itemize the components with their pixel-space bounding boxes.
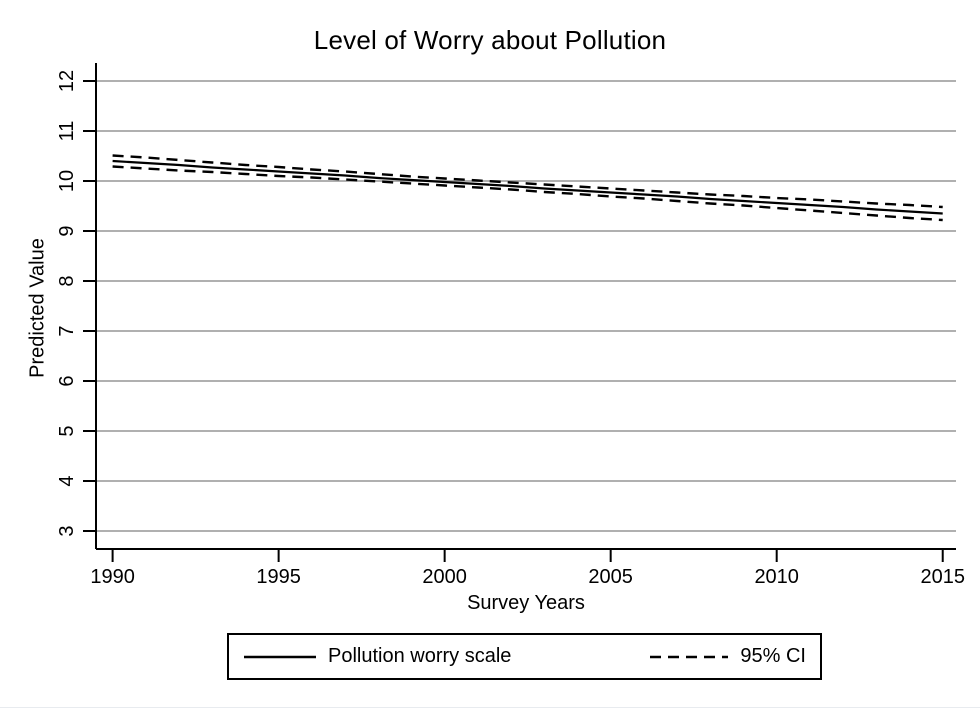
x-axis-label: Survey Years — [467, 592, 585, 614]
y-tick-label: 7 — [56, 325, 78, 336]
bottom-divider — [0, 707, 980, 708]
x-tick-label: 1990 — [90, 566, 135, 588]
legend-ci-label: 95% CI — [740, 645, 806, 667]
y-tick-label: 6 — [56, 375, 78, 386]
y-tick-label: 8 — [56, 275, 78, 286]
line-95-ci-lower — [112, 165, 943, 222]
line-95-ci-upper — [112, 154, 943, 209]
y-tick-label: 11 — [56, 121, 78, 142]
x-ticks: 1990 1995 2000 2005 2010 2015 — [90, 549, 965, 588]
axes — [95, 63, 956, 550]
line-pollution-worry-scale — [112, 159, 943, 215]
legend-item-series: Pollution worry scale — [243, 645, 511, 668]
y-tick-label: 5 — [56, 425, 78, 436]
chart-title: Level of Worry about Pollution — [313, 25, 667, 55]
y-tick-label: 12 — [56, 70, 78, 92]
x-tick-label: 2005 — [588, 566, 633, 588]
legend-solid-line-sample — [244, 655, 316, 658]
y-axis-label: Predicted Value — [26, 238, 49, 378]
x-tick-label: 2000 — [422, 566, 467, 588]
x-tick-label: 2010 — [754, 566, 799, 588]
gridlines — [96, 80, 956, 532]
legend-series-label: Pollution worry scale — [328, 645, 512, 667]
legend: Pollution worry scale 95% CI — [227, 633, 822, 680]
y-tick-label: 10 — [56, 170, 78, 192]
series — [112, 154, 943, 222]
x-tick-label: 1995 — [256, 566, 301, 588]
legend-dashed-line-sample — [650, 655, 729, 658]
x-tick-label: 2015 — [920, 566, 965, 588]
y-ticks: 3 4 5 6 7 8 9 10 11 12 — [56, 70, 96, 537]
legend-item-ci: 95% CI — [649, 645, 806, 668]
y-tick-label: 9 — [56, 225, 78, 236]
y-tick-label: 3 — [56, 525, 78, 536]
y-tick-label: 4 — [56, 475, 78, 486]
